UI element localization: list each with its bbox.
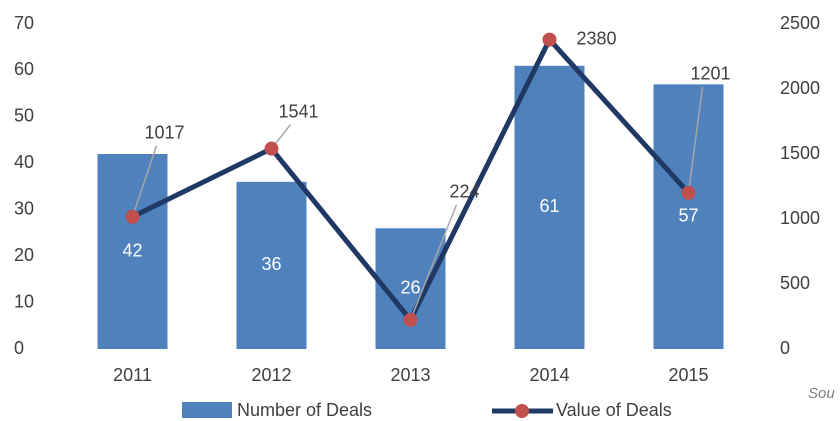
- legend-label: Value of Deals: [556, 400, 672, 420]
- bar-value-label: 26: [400, 277, 420, 297]
- y2-tick-label: 2500: [780, 13, 820, 33]
- leader-line: [409, 204, 458, 321]
- y-tick-label: 60: [14, 59, 34, 79]
- y-tick-label: 70: [14, 13, 34, 33]
- line-marker: [125, 209, 140, 224]
- y-tick-label: 0: [14, 338, 24, 358]
- y2-tick-label: 1000: [780, 208, 820, 228]
- line-marker: [264, 141, 279, 156]
- y-tick-label: 10: [14, 291, 34, 311]
- y-tick-label: 30: [14, 198, 34, 218]
- source-note: Sou: [808, 385, 835, 402]
- line-value-label: 1017: [144, 123, 184, 143]
- x-tick-label: 2012: [251, 365, 291, 385]
- y-tick-label: 50: [14, 106, 34, 126]
- y2-tick-label: 1500: [780, 143, 820, 163]
- line-value-label: 224: [449, 182, 479, 202]
- bar-value-label: 42: [122, 240, 142, 260]
- y2-tick-label: 2000: [780, 78, 820, 98]
- line-value-label: 1541: [278, 101, 318, 121]
- x-tick-label: 2011: [113, 365, 152, 385]
- line-value-label: 1201: [690, 64, 730, 84]
- line-value-label: 2380: [577, 28, 617, 48]
- line-marker: [681, 185, 696, 200]
- y2-tick-label: 500: [780, 273, 810, 293]
- bar: [236, 181, 307, 349]
- x-tick-label: 2014: [529, 365, 569, 385]
- bar: [514, 65, 585, 350]
- leader-line: [687, 86, 704, 193]
- y2-tick-label: 0: [780, 338, 790, 358]
- x-tick-label: 2013: [390, 365, 430, 385]
- y-tick-label: 20: [14, 245, 34, 265]
- x-tick-label: 2015: [668, 365, 708, 385]
- legend-swatch: [515, 404, 529, 418]
- legend-label: Number of Deals: [237, 400, 372, 420]
- line-marker: [403, 312, 418, 327]
- legend-swatch: [182, 402, 232, 418]
- bar: [97, 154, 168, 349]
- leader-line: [131, 145, 158, 218]
- bar-value-label: 36: [261, 254, 281, 274]
- y-tick-label: 40: [14, 152, 34, 172]
- line-marker: [542, 32, 557, 47]
- bar-value-label: 61: [539, 196, 559, 216]
- bar: [653, 84, 724, 349]
- bar-value-label: 57: [678, 205, 698, 225]
